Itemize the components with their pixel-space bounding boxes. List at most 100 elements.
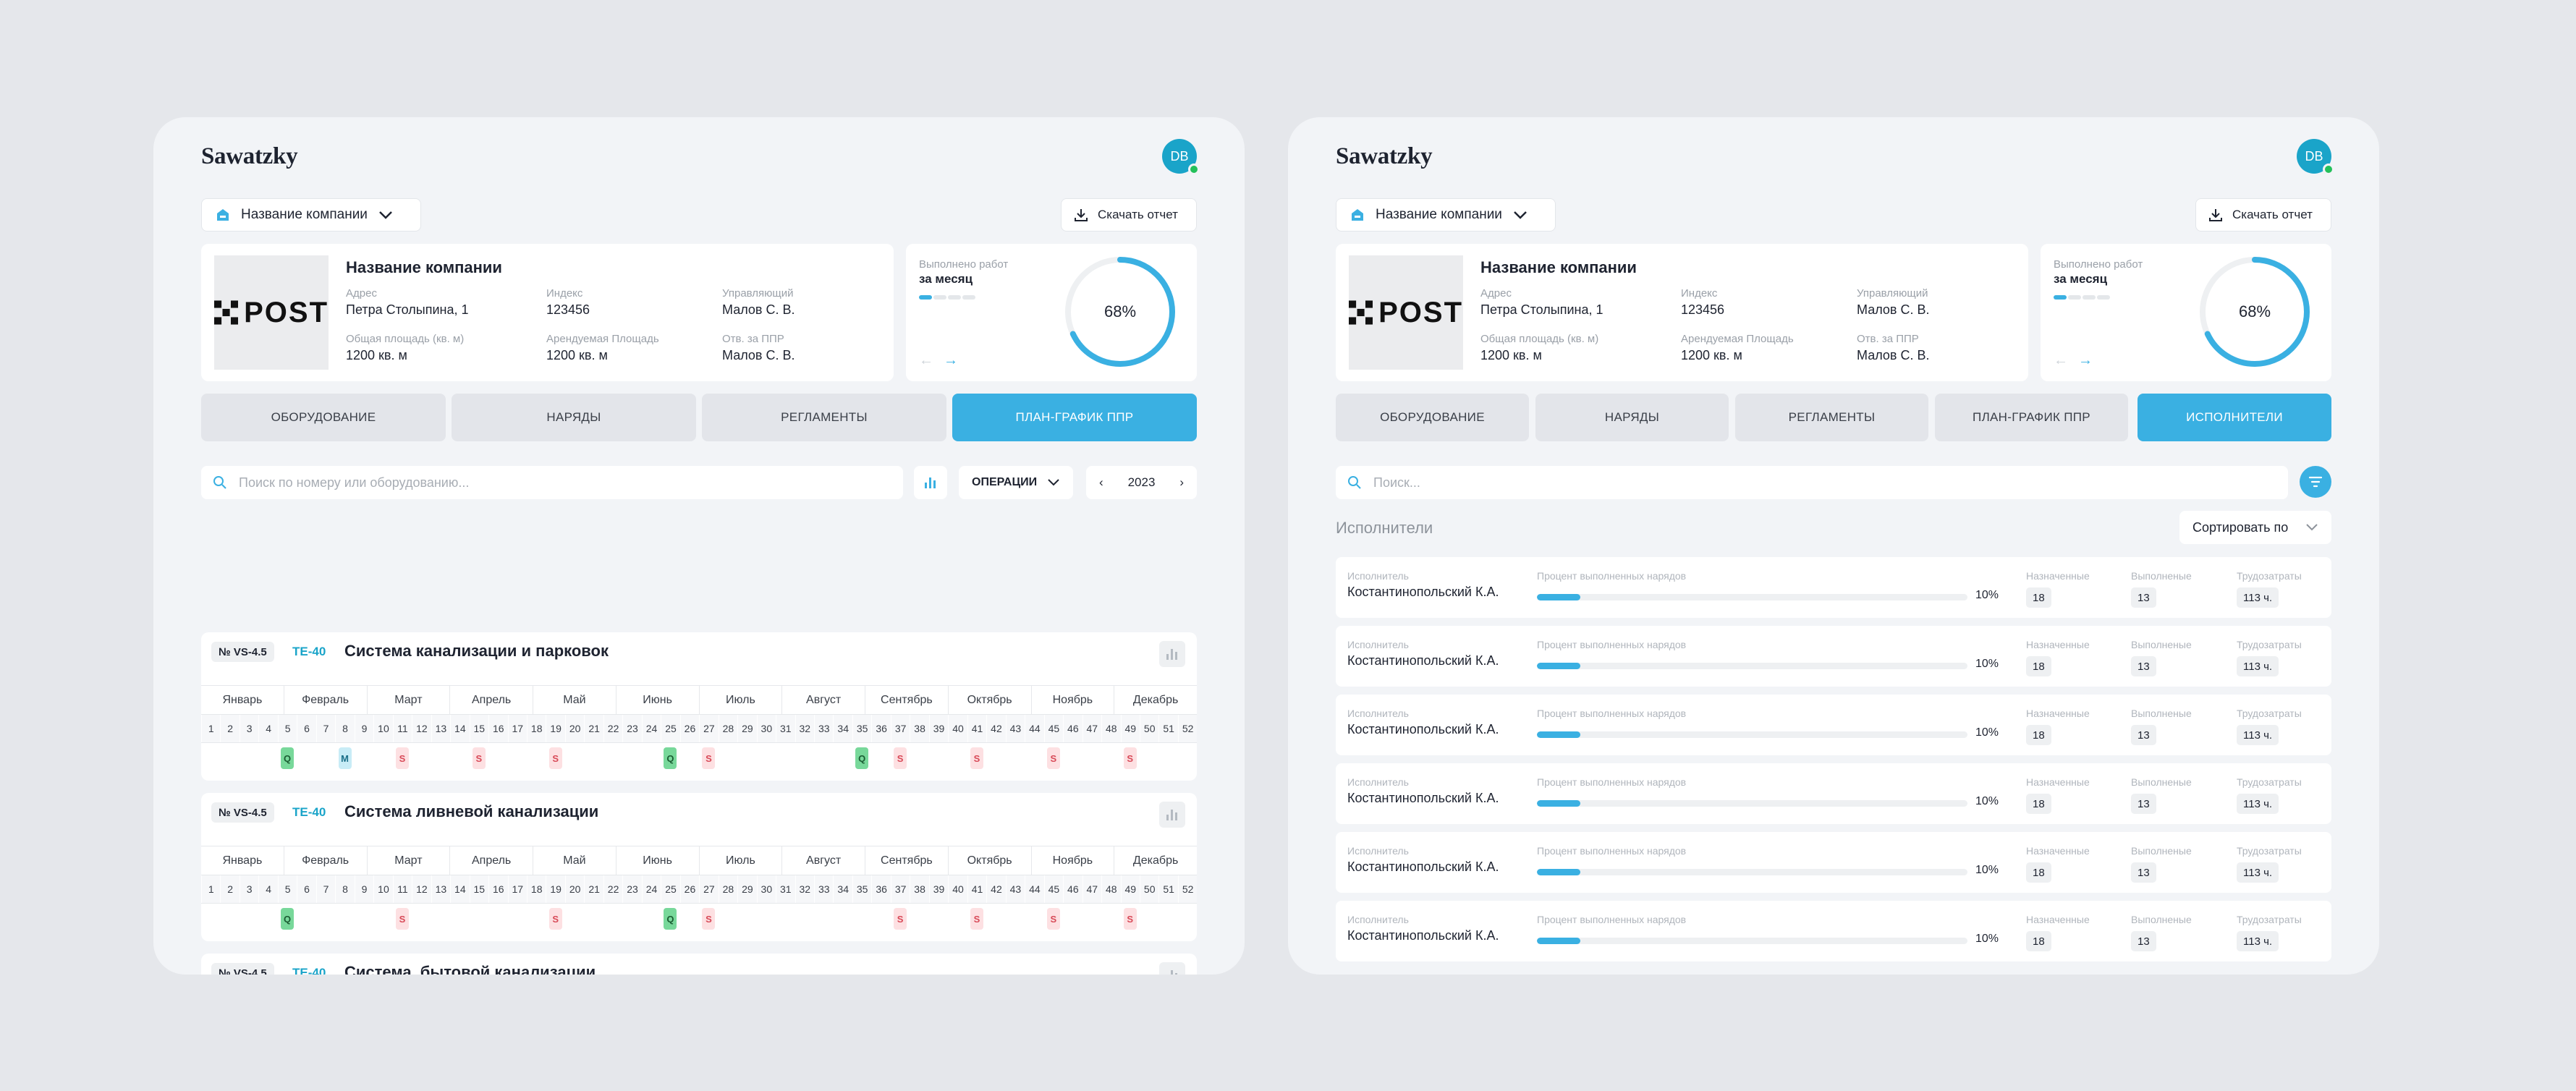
tab-regulations[interactable]: РЕГЛАМЕНТЫ [1735,394,1928,441]
next-year-icon[interactable]: › [1179,475,1184,489]
system-chart-button[interactable] [1159,641,1185,667]
tab-regulations[interactable]: РЕГЛАМЕНТЫ [702,394,946,441]
percent-value: 10% [1975,726,1999,739]
labor-value: 113 ч. [2237,931,2279,951]
app-logo[interactable]: Sawatzky [1336,143,1433,170]
schedule-mark[interactable]: Q [281,747,295,769]
executor-row[interactable]: Исполнитель Костантинопольский К.А. Процен… [1336,626,2331,687]
total-area-field: Общая площадь (кв. м) 1200 кв. м [1480,333,1599,362]
prev-arrow-icon[interactable]: ← [2054,352,2078,368]
download-report-button[interactable]: Скачать отчет [2195,198,2331,232]
tab-orders[interactable]: НАРЯДЫ [1535,394,1729,441]
week-number: 37 [890,875,910,903]
schedule-mark[interactable]: S [702,747,716,769]
assigned-label: Назначенные [2026,914,2090,925]
week-number: 46 [1063,875,1082,903]
week-number: 25 [661,715,680,742]
next-arrow-icon[interactable]: → [944,352,968,368]
next-arrow-icon[interactable]: → [2078,352,2103,368]
schedule-mark[interactable]: S [395,908,409,930]
tab-orders[interactable]: НАРЯДЫ [452,394,696,441]
bar-chart-icon [925,477,936,488]
executor-name: Костантинопольский К.А. [1347,585,1499,599]
schedule-mark[interactable]: S [702,908,716,930]
post-logo-icon [214,300,239,325]
month-label: Ноябрь [1030,686,1114,714]
schedule-mark[interactable]: Q [664,747,677,769]
week-number: 45 [1043,715,1064,742]
prev-year-icon[interactable]: ‹ [1099,475,1103,489]
schedule-mark[interactable]: S [1123,747,1137,769]
prev-arrow-icon[interactable]: ← [919,352,944,368]
month-label: Апрель [449,686,533,714]
system-chart-button[interactable] [1159,802,1185,828]
sort-select[interactable]: Сортировать по [2179,511,2331,544]
executor-row[interactable]: Исполнитель Костантинопольский К.А. Процен… [1336,901,2331,961]
executor-row[interactable]: Исполнитель Костантинопольский К.А. Процен… [1336,557,2331,618]
tab-executors[interactable]: ИСПОЛНИТЕЛИ [2138,394,2331,441]
schedule-mark[interactable]: S [395,747,409,769]
tab-equipment[interactable]: ОБОРУДОВАНИЕ [201,394,446,441]
executor-row[interactable]: Исполнитель Костантинопольский К.А. Процен… [1336,832,2331,893]
executor-row[interactable]: Исполнитель Костантинопольский К.А. Процен… [1336,763,2331,824]
operations-select[interactable]: ОПЕРАЦИИ [959,466,1073,499]
company-name: Название компании [346,258,502,276]
user-avatar[interactable]: DB [1162,139,1200,175]
chevron-down-icon [1514,211,1527,219]
schedule-mark[interactable]: S [970,908,983,930]
schedule-mark[interactable]: Q [664,908,677,930]
done-value: 13 [2131,725,2156,745]
filter-button[interactable] [2300,466,2331,498]
schedule-mark[interactable]: S [1123,908,1137,930]
year-value: 2023 [1127,475,1156,489]
schedule-mark[interactable]: Q [855,747,869,769]
year-selector[interactable]: ‹ 2023 › [1086,466,1197,499]
system-title: Система канализации и парковок [344,642,609,660]
schedule-mark[interactable]: S [1046,747,1060,769]
month-label: Март [366,686,450,714]
schedule-mark[interactable]: S [1046,908,1060,930]
week-number: 36 [871,715,891,742]
app-logo[interactable]: Sawatzky [201,143,298,170]
progress-label: Выполнено работ [919,258,1009,271]
schedule-mark[interactable]: S [472,747,486,769]
progress-card: Выполнено работ за месяц ←→ 68% [2041,244,2331,381]
schedule-mark[interactable]: S [548,747,562,769]
week-number: 14 [450,875,470,903]
schedule-mark[interactable]: Q [281,908,295,930]
company-select[interactable]: Название компании [1336,198,1556,232]
week-number: 14 [450,715,470,742]
company-select[interactable]: Название компании [201,198,421,232]
tab-ppr-schedule[interactable]: ПЛАН-ГРАФИК ППР [1935,394,2128,441]
company-logo: POST [1349,255,1463,370]
search-input[interactable]: Поиск... [1336,466,2288,499]
tab-ppr-schedule[interactable]: ПЛАН-ГРАФИК ППР [952,394,1197,441]
schedule-mark[interactable]: M [338,747,352,769]
chevron-down-icon [379,211,392,219]
system-card[interactable]: № VS-4.5 TE-40 Система бытовой канализации… [201,954,1197,975]
week-number: 52 [1177,875,1197,903]
tab-equipment[interactable]: ОБОРУДОВАНИЕ [1336,394,1529,441]
schedule-mark[interactable]: S [970,747,983,769]
week-number: 41 [967,715,987,742]
system-card[interactable]: № VS-4.5 TE-40 Система канализации и парко… [201,632,1197,781]
schedule-mark[interactable]: S [894,908,907,930]
user-avatar[interactable]: DB [2297,139,2334,175]
system-chart-button[interactable] [1159,962,1185,975]
schedule-mark[interactable]: S [548,908,562,930]
week-number: 38 [910,875,929,903]
system-card[interactable]: № VS-4.5 TE-40 Система ливневой канализаци… [201,793,1197,941]
online-status-dot [2323,164,2334,175]
search-input[interactable]: Поиск по номеру или оборудованию... [201,466,903,499]
week-number: 26 [679,875,700,903]
chart-view-button[interactable] [914,466,947,499]
address-field: Адрес Петра Столыпина, 1 [346,287,469,317]
download-report-button[interactable]: Скачать отчет [1061,198,1197,232]
percent-label: Процент выполненных нарядов [1537,708,1687,719]
week-number: 30 [756,715,776,742]
executor-row[interactable]: Исполнитель Костантинопольский К.А. Процен… [1336,695,2331,755]
schedule-mark[interactable]: S [894,747,907,769]
week-number: 39 [928,715,949,742]
filter-icon [2308,476,2323,488]
